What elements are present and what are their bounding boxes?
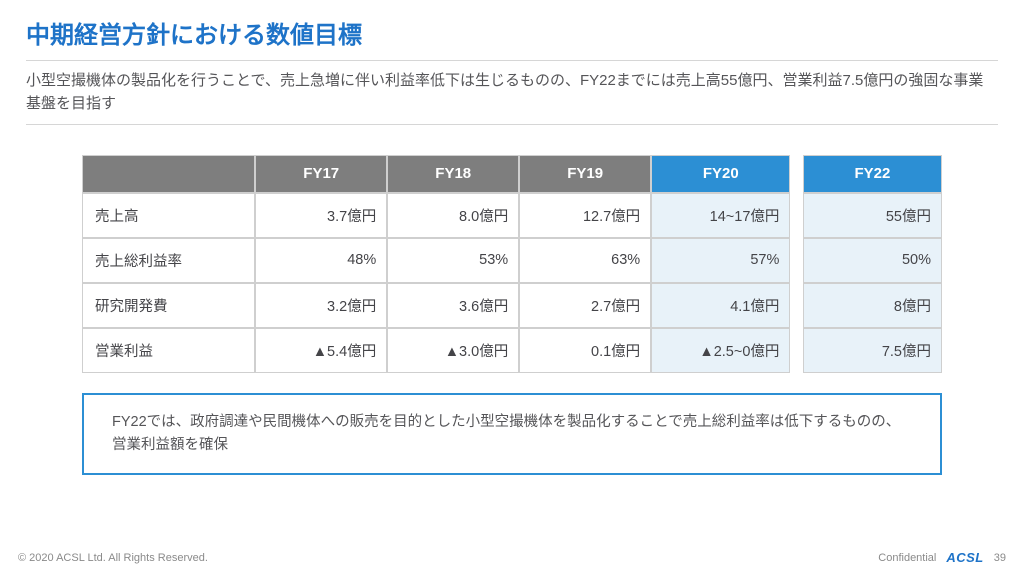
footer-right: Confidential ACSL 39 — [878, 550, 1006, 565]
row-label: 営業利益 — [82, 328, 255, 373]
cell-forecast: 14~17億円 — [651, 193, 790, 238]
cell: 3.6億円 — [387, 283, 519, 328]
divider-top — [26, 60, 998, 61]
cell: 48% — [255, 238, 387, 283]
cell: ▲3.0億円 — [387, 328, 519, 373]
cell: ▲5.4億円 — [255, 328, 387, 373]
cell-gap — [790, 193, 802, 238]
footer: © 2020 ACSL Ltd. All Rights Reserved. Co… — [0, 550, 1024, 565]
cell: 2.7億円 — [519, 283, 651, 328]
cell-gap — [790, 328, 802, 373]
table-row: 売上総利益率 48% 53% 63% 57% 50% — [82, 238, 942, 283]
table-header-row: FY17 FY18 FY19 FY20 FY22 — [82, 155, 942, 193]
cell-target: 7.5億円 — [803, 328, 942, 373]
callout-box: FY22では、政府調達や民間機体への販売を目的とした小型空撮機体を製品化すること… — [82, 393, 942, 475]
header-fy17: FY17 — [255, 155, 387, 193]
cell-forecast: 4.1億円 — [651, 283, 790, 328]
cell: 0.1億円 — [519, 328, 651, 373]
cell: 53% — [387, 238, 519, 283]
confidential-label: Confidential — [878, 552, 936, 564]
cell-target: 55億円 — [803, 193, 942, 238]
header-fy18: FY18 — [387, 155, 519, 193]
cell-target: 8億円 — [803, 283, 942, 328]
page-number: 39 — [994, 552, 1006, 564]
cell-gap — [790, 283, 802, 328]
table-row: 営業利益 ▲5.4億円 ▲3.0億円 0.1億円 ▲2.5~0億円 7.5億円 — [82, 328, 942, 373]
cell: 63% — [519, 238, 651, 283]
divider-bottom — [26, 124, 998, 125]
cell-gap — [790, 238, 802, 283]
header-blank — [82, 155, 255, 193]
header-fy20: FY20 — [651, 155, 790, 193]
logo-text: ACSL — [946, 550, 983, 565]
cell: 3.2億円 — [255, 283, 387, 328]
cell-target: 50% — [803, 238, 942, 283]
row-label: 研究開発費 — [82, 283, 255, 328]
table-row: 研究開発費 3.2億円 3.6億円 2.7億円 4.1億円 8億円 — [82, 283, 942, 328]
row-label: 売上高 — [82, 193, 255, 238]
cell: 8.0億円 — [387, 193, 519, 238]
table-row: 売上高 3.7億円 8.0億円 12.7億円 14~17億円 55億円 — [82, 193, 942, 238]
financial-table-wrap: FY17 FY18 FY19 FY20 FY22 売上高 3.7億円 8.0億円… — [82, 155, 942, 373]
header-fy22: FY22 — [803, 155, 942, 193]
cell-forecast: ▲2.5~0億円 — [651, 328, 790, 373]
header-fy19: FY19 — [519, 155, 651, 193]
cell-forecast: 57% — [651, 238, 790, 283]
cell: 3.7億円 — [255, 193, 387, 238]
copyright-text: © 2020 ACSL Ltd. All Rights Reserved. — [18, 552, 208, 564]
financial-table: FY17 FY18 FY19 FY20 FY22 売上高 3.7億円 8.0億円… — [82, 155, 942, 373]
subtitle-text: 小型空撮機体の製品化を行うことで、売上急増に伴い利益率低下は生じるものの、FY2… — [26, 69, 998, 116]
header-gap — [790, 155, 802, 193]
row-label: 売上総利益率 — [82, 238, 255, 283]
cell: 12.7億円 — [519, 193, 651, 238]
page-title: 中期経営方針における数値目標 — [26, 15, 998, 50]
